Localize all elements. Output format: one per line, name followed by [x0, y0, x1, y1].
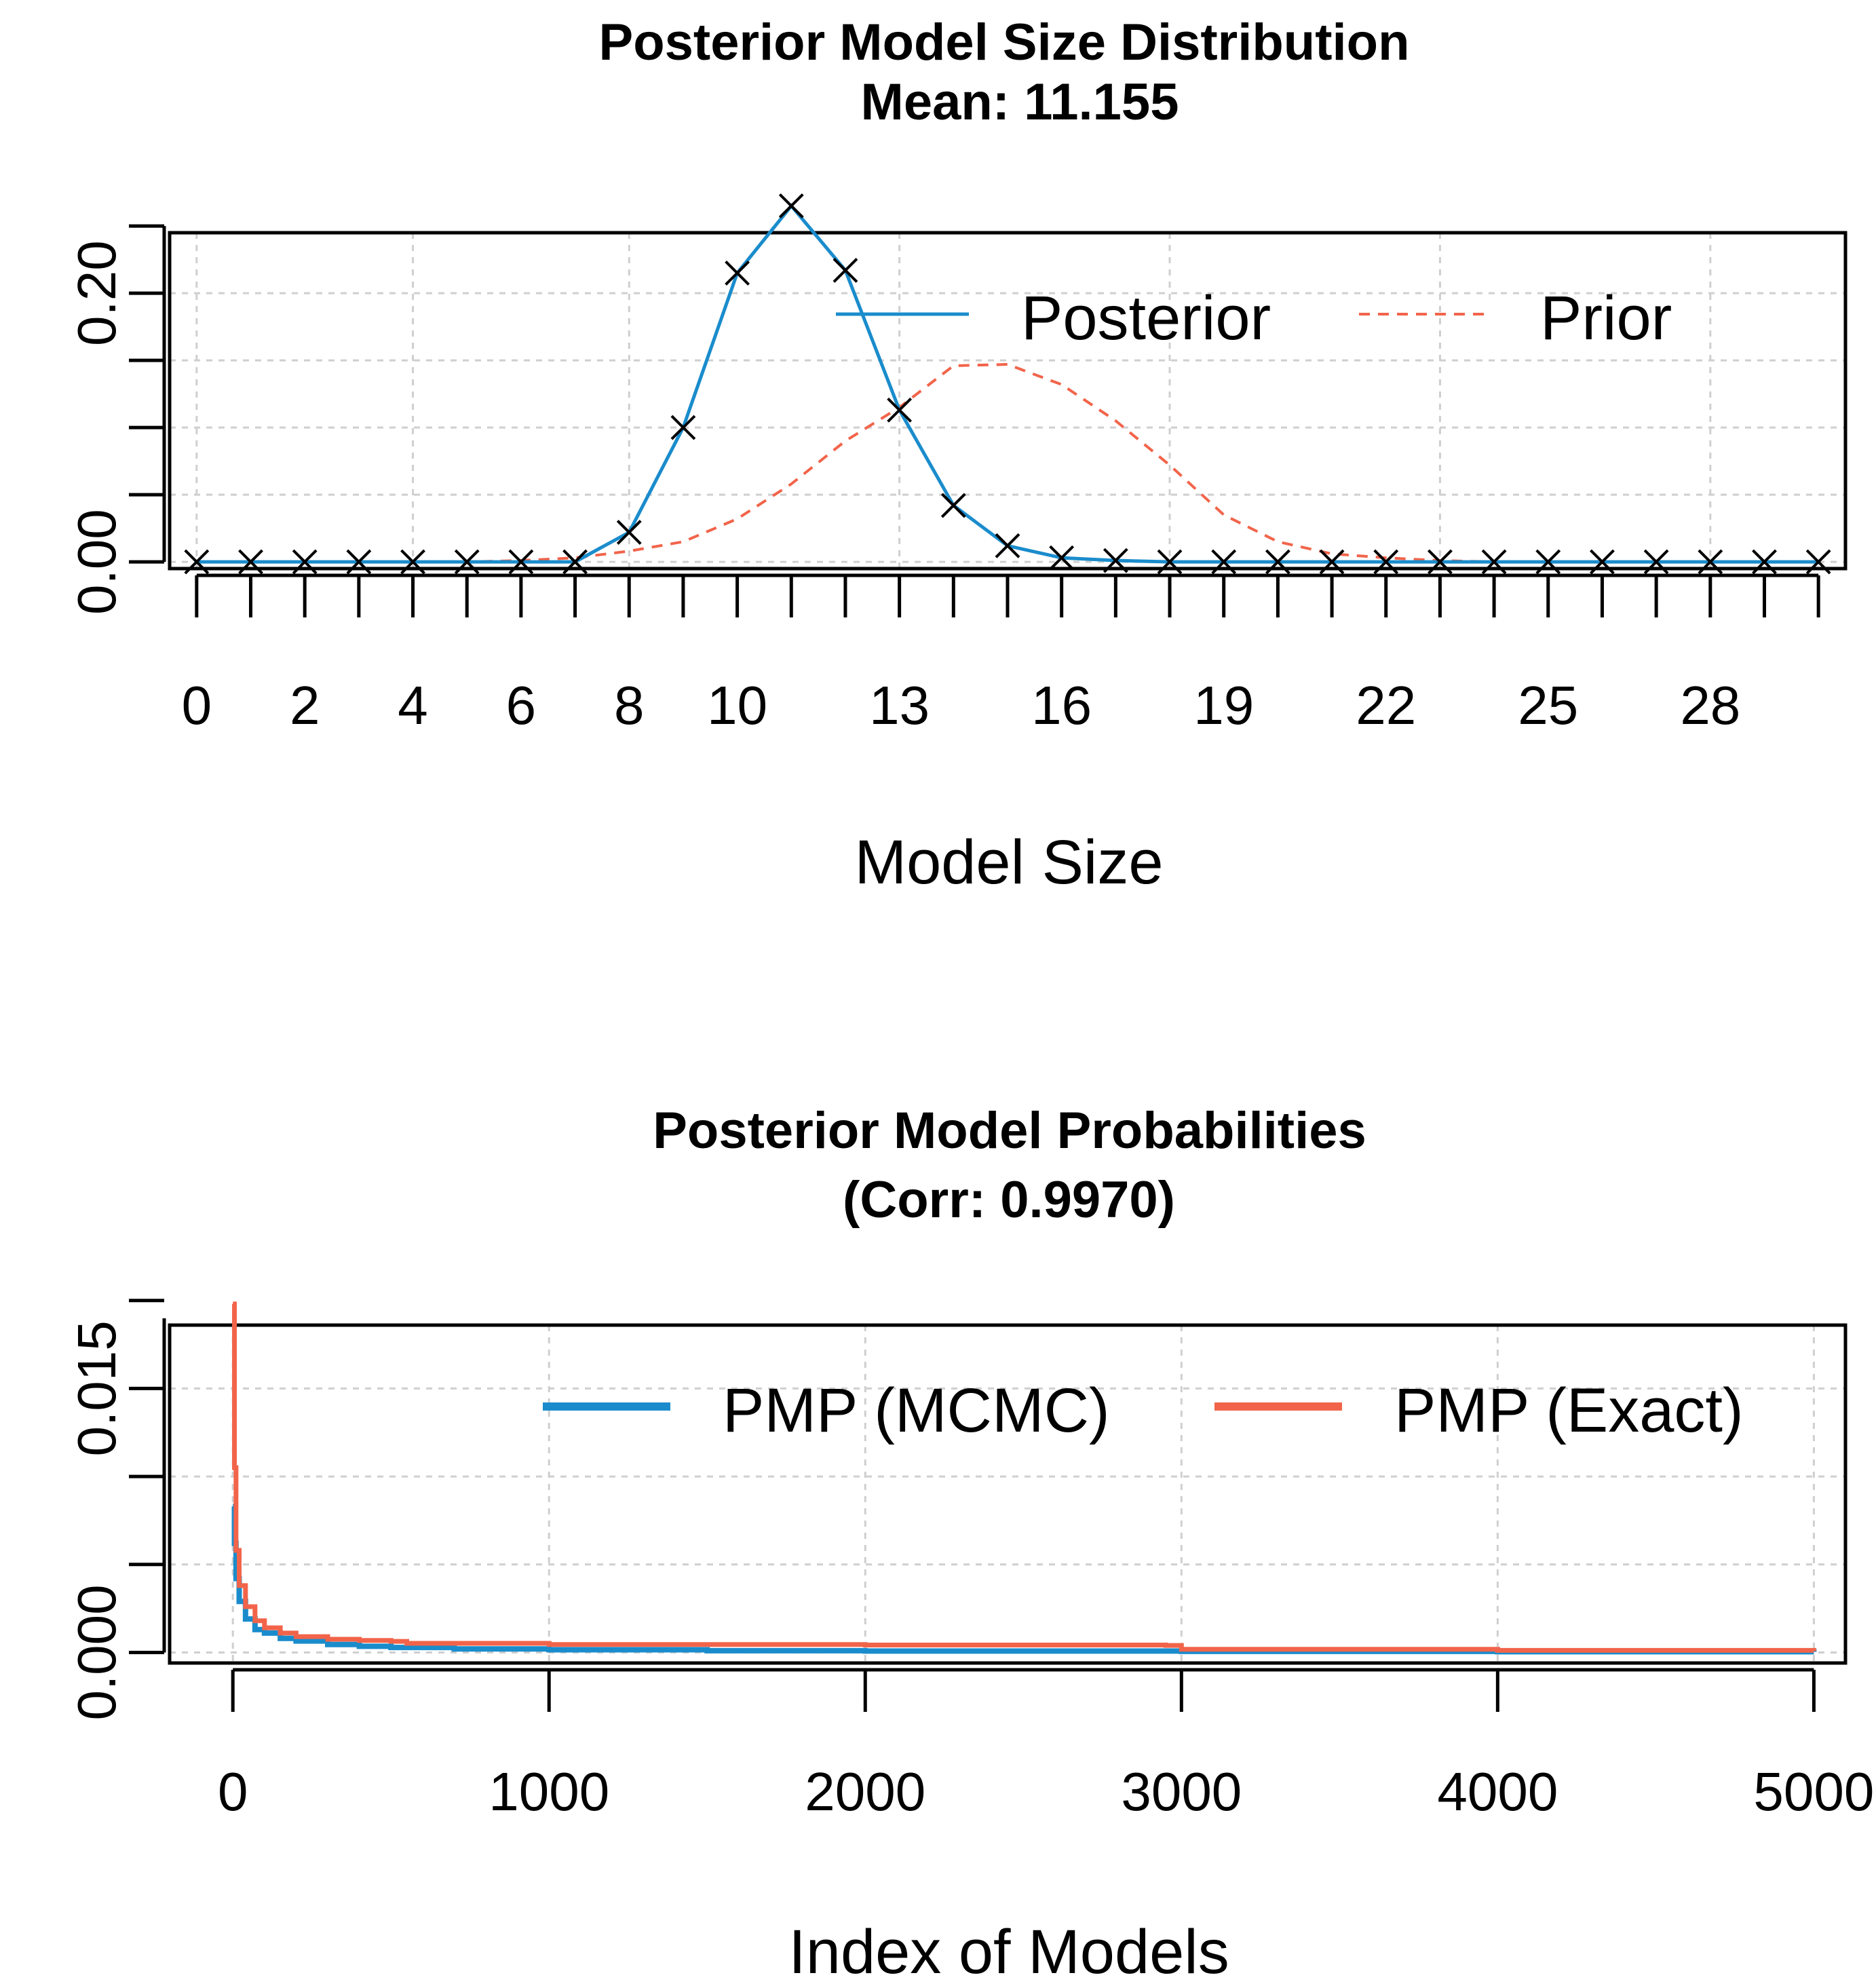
- chart2-x-tick-label: 2000: [805, 1761, 925, 1822]
- chart1-x-tick-label: 0: [182, 675, 212, 735]
- posterior-point-marker: [1481, 549, 1507, 575]
- chart1-x-tick-label: 22: [1356, 675, 1416, 735]
- chart1-x-tick-label: 19: [1193, 675, 1254, 735]
- chart1-x-tick-label: 25: [1518, 675, 1578, 735]
- posterior-point-marker: [616, 520, 642, 545]
- chart2-x-tick-label: 5000: [1753, 1761, 1874, 1822]
- chart2-x-tick-label: 1000: [489, 1761, 609, 1822]
- chart2-x-tick-label: 3000: [1121, 1761, 1242, 1822]
- posterior-point-marker: [1211, 549, 1237, 575]
- posterior-point-marker: [778, 193, 804, 218]
- chart1-x-tick-label: 16: [1031, 675, 1092, 735]
- posterior-point-marker: [1157, 549, 1183, 575]
- chart2-y-tick-label: 0.000: [66, 1584, 127, 1720]
- legend-mcmc-label: PMP (MCMC): [723, 1376, 1110, 1445]
- posterior-point-marker: [238, 549, 263, 575]
- posterior-point-marker: [1265, 549, 1290, 575]
- series-posterior-line: [196, 203, 1819, 564]
- posterior-point-marker: [670, 415, 696, 440]
- chart1-x-tick-label: 2: [290, 675, 320, 735]
- chart2-axes: 0.000 0.015 0 1000 2000 3000 4000 5000: [66, 1299, 1874, 1822]
- model-size-chart: Posterior Model Size Distribution Mean: …: [66, 14, 1848, 897]
- posterior-point-marker: [1590, 549, 1615, 575]
- chart2-x-tick-label: 4000: [1437, 1761, 1558, 1822]
- posterior-point-marker: [292, 549, 318, 575]
- posterior-point-marker: [1319, 549, 1345, 575]
- posterior-point-marker: [1805, 549, 1831, 575]
- chart1-x-tick-label: 13: [869, 675, 930, 735]
- chart1-series: [184, 193, 1831, 575]
- posterior-point-marker: [184, 549, 210, 575]
- posterior-point-marker: [454, 549, 480, 575]
- posterior-point-marker: [1103, 548, 1128, 573]
- posterior-point-marker: [562, 549, 588, 575]
- legend-exact-label: PMP (Exact): [1394, 1376, 1744, 1445]
- posterior-point-marker: [887, 397, 913, 423]
- chart1-x-tick-label: 10: [707, 675, 767, 735]
- chart2-subtitle: (Corr: 0.9970): [843, 1171, 1175, 1229]
- posterior-point-marker: [508, 549, 534, 575]
- chart2-legend: PMP (MCMC) PMP (Exact): [543, 1376, 1744, 1445]
- posterior-point-marker: [832, 258, 858, 283]
- series-prior-line: [196, 363, 1819, 564]
- chart1-x-tick-label: 6: [506, 675, 537, 735]
- series-pmp-mcmc-line: [231, 1504, 1817, 1655]
- posterior-point-marker: [1049, 545, 1075, 571]
- chart1-xlabel: Model Size: [854, 828, 1163, 897]
- posterior-point-marker: [346, 549, 372, 575]
- chart1-x-tick-label: 4: [398, 675, 428, 735]
- chart2-series: [231, 1301, 1817, 1655]
- chart2-plot-frame: [168, 1323, 1848, 1665]
- series-pmp-exact-line: [232, 1301, 1816, 1653]
- chart1-legend: Posterior Prior: [836, 284, 1672, 353]
- posterior-point-marker: [1698, 549, 1723, 575]
- chart1-subtitle: Mean: 11.155: [861, 73, 1179, 131]
- legend-posterior-label: Posterior: [1021, 284, 1271, 353]
- posterior-point-marker: [1752, 549, 1777, 575]
- posterior-point-marker: [1428, 549, 1453, 575]
- chart1-axes: 0.00 0.20 0 2 4 6 8 10 13 16 19 22 25 28: [66, 224, 1820, 735]
- chart2-y-tick-label: 0.015: [66, 1320, 127, 1456]
- posterior-point-marker: [1373, 549, 1399, 575]
- chart1-y-tick-label: 0.00: [66, 509, 127, 615]
- posterior-point-marker: [995, 533, 1020, 558]
- chart1-y-tick-label: 0.20: [66, 240, 127, 346]
- posterior-point-marker: [1643, 549, 1669, 575]
- chart2-title: Posterior Model Probabilities: [653, 1102, 1366, 1160]
- chart2-xlabel: Index of Models: [788, 1917, 1229, 1987]
- chart2-x-tick-label: 0: [218, 1761, 248, 1822]
- chart1-x-tick-label: 28: [1680, 675, 1740, 735]
- posterior-point-marker: [400, 549, 425, 575]
- posterior-point-marker: [725, 260, 750, 286]
- chart1-title: Posterior Model Size Distribution: [599, 14, 1410, 71]
- posterior-point-marker: [940, 493, 966, 518]
- legend-prior-label: Prior: [1540, 284, 1672, 353]
- model-probabilities-chart: Posterior Model Probabilities (Corr: 0.9…: [66, 1102, 1874, 1987]
- posterior-point-marker: [1535, 549, 1561, 575]
- chart1-x-tick-label: 8: [614, 675, 645, 735]
- chart1-plot-frame: [168, 231, 1848, 571]
